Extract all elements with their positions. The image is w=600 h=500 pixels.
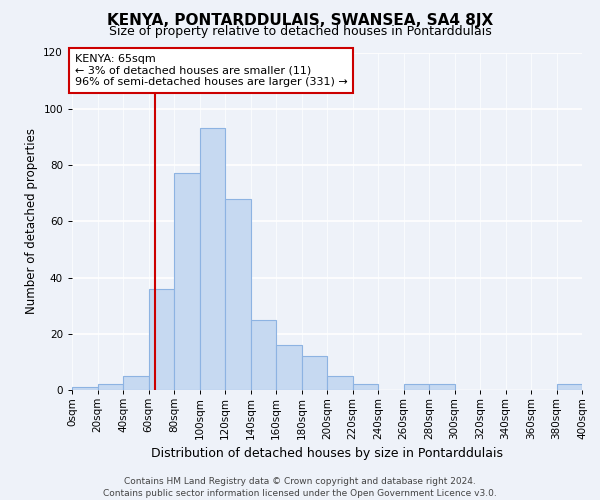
Bar bbox=[353, 384, 378, 390]
Bar bbox=[327, 376, 353, 390]
Bar bbox=[429, 384, 455, 390]
Bar bbox=[302, 356, 327, 390]
Bar bbox=[149, 289, 174, 390]
Bar bbox=[72, 387, 97, 390]
Bar bbox=[404, 384, 429, 390]
Bar bbox=[251, 320, 276, 390]
Bar bbox=[174, 174, 199, 390]
Bar bbox=[199, 128, 225, 390]
Text: KENYA, PONTARDDULAIS, SWANSEA, SA4 8JX: KENYA, PONTARDDULAIS, SWANSEA, SA4 8JX bbox=[107, 12, 493, 28]
Bar bbox=[276, 345, 302, 390]
Text: Size of property relative to detached houses in Pontarddulais: Size of property relative to detached ho… bbox=[109, 25, 491, 38]
Y-axis label: Number of detached properties: Number of detached properties bbox=[25, 128, 38, 314]
Bar bbox=[97, 384, 123, 390]
Text: KENYA: 65sqm
← 3% of detached houses are smaller (11)
96% of semi-detached house: KENYA: 65sqm ← 3% of detached houses are… bbox=[74, 54, 347, 87]
Bar bbox=[557, 384, 582, 390]
X-axis label: Distribution of detached houses by size in Pontarddulais: Distribution of detached houses by size … bbox=[151, 448, 503, 460]
Bar bbox=[123, 376, 149, 390]
Bar bbox=[225, 198, 251, 390]
Text: Contains HM Land Registry data © Crown copyright and database right 2024.
Contai: Contains HM Land Registry data © Crown c… bbox=[103, 476, 497, 498]
